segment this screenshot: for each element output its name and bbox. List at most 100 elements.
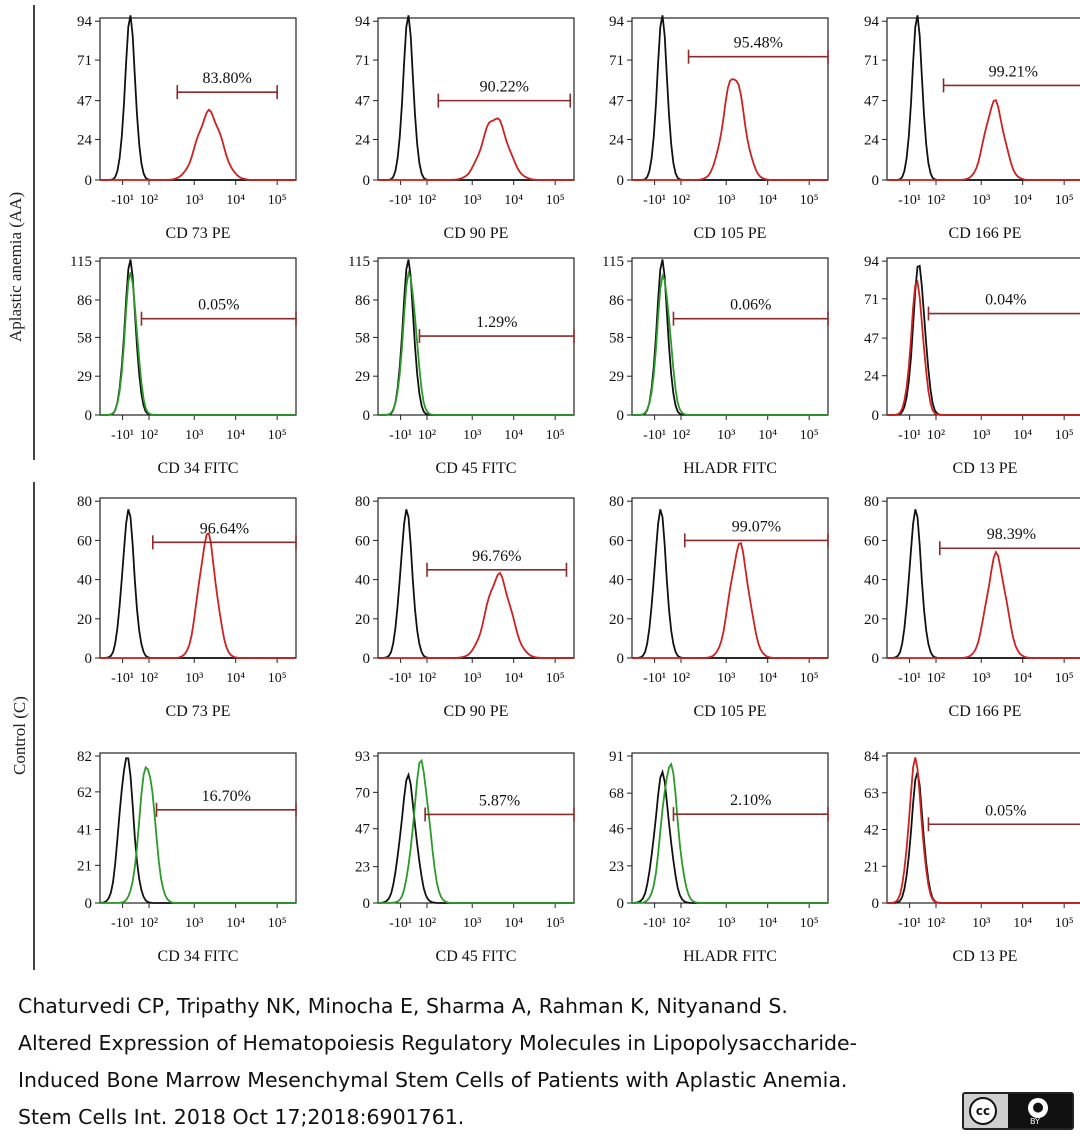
y-tick-label: 29 (77, 369, 92, 385)
x-tick-label: 10³ (463, 193, 481, 208)
x-tick-label: 10³ (185, 671, 203, 686)
cc-by-license-badge[interactable]: cc ● BY (962, 1092, 1074, 1130)
x-tick-label: 10² (418, 671, 436, 686)
marker-histogram-line (632, 541, 828, 659)
y-tick-label: 42 (864, 823, 879, 839)
x-tick-label: 10⁴ (758, 916, 777, 931)
x-tick-label: 10⁵ (800, 916, 819, 931)
y-tick-label: 47 (864, 331, 880, 347)
gate-percentage-label: 95.48% (734, 35, 783, 52)
x-tick-label: 10⁴ (1013, 193, 1032, 208)
x-axis-label: CD 73 PE (166, 225, 231, 242)
gate-percentage-label: 90.22% (480, 79, 529, 96)
aa-group-label: Aplastic anemia (AA) (6, 191, 25, 342)
marker-histogram-line (887, 757, 1080, 904)
marker-histogram-line (100, 532, 296, 659)
x-tick-label: 10³ (717, 428, 735, 443)
x-tick-label: 10³ (463, 428, 481, 443)
x-axis-label: CD 90 PE (444, 225, 509, 242)
y-tick-label: 0 (872, 408, 880, 424)
histogram-panel: 0 24 47 71 94 -10¹ 10² 10³ 10⁴ 10⁵ CD 73 PE 83.80% (77, 14, 297, 242)
x-tick-label: 10⁵ (546, 916, 565, 931)
isotype-histogram-line (100, 259, 296, 416)
x-tick-label: -10¹ (389, 193, 412, 208)
histogram-panel: 0 29 58 86 115 -10¹ 10² 10³ 10⁴ 10⁵ CD 45 FITC 1.29… (348, 254, 575, 477)
y-tick-label: 0 (617, 651, 625, 667)
y-tick-label: 0 (85, 173, 93, 189)
x-tick-label: 10² (927, 428, 945, 443)
histogram-panel: 0 21 41 62 82 -10¹ 10² 10³ 10⁴ 10⁵ CD 34 FITC 16.70… (77, 749, 297, 965)
x-tick-label: 10⁴ (504, 193, 523, 208)
x-tick-label: 10⁵ (1055, 671, 1074, 686)
x-axis-label: HLADR FITC (683, 948, 777, 965)
x-tick-label: 10⁴ (226, 671, 245, 686)
y-tick-label: 40 (77, 573, 92, 589)
citation-line: Chaturvedi CP, Tripathy NK, Minocha E, S… (18, 994, 788, 1018)
x-tick-label: 10³ (717, 193, 735, 208)
y-tick-label: 68 (609, 786, 624, 802)
x-axis-label: CD 166 PE (949, 703, 1022, 720)
y-tick-label: 60 (609, 533, 624, 549)
plot-frame (99, 752, 297, 904)
x-axis-label: CD 45 FITC (436, 460, 517, 477)
x-tick-label: -10¹ (643, 671, 666, 686)
x-axis-label: CD 13 PE (953, 460, 1018, 477)
y-tick-label: 20 (864, 612, 879, 628)
x-tick-label: 10² (418, 428, 436, 443)
x-tick-label: 10² (140, 428, 158, 443)
citation-line: Induced Bone Marrow Mesenchymal Stem Cel… (18, 1068, 848, 1092)
aa-group-divider (33, 5, 35, 460)
y-tick-label: 47 (609, 94, 625, 110)
isotype-histogram-line (887, 771, 1080, 904)
y-tick-label: 20 (609, 612, 624, 628)
y-tick-label: 80 (355, 494, 370, 510)
y-tick-label: 24 (609, 132, 625, 148)
y-tick-label: 80 (77, 494, 92, 510)
y-tick-label: 86 (77, 293, 93, 309)
x-tick-label: -10¹ (898, 916, 921, 931)
y-tick-label: 0 (872, 173, 880, 189)
x-tick-label: 10² (927, 916, 945, 931)
x-axis-label: HLADR FITC (683, 460, 777, 477)
x-tick-label: 10⁵ (1055, 428, 1074, 443)
gate-percentage-label: 0.05% (198, 297, 239, 314)
marker-histogram-line (887, 279, 1080, 416)
y-tick-label: 71 (864, 292, 879, 308)
x-tick-label: 10³ (185, 193, 203, 208)
histogram-panel: 0 21 42 63 84 -10¹ 10² 10³ 10⁴ 10⁵ CD 13 PE 0.05% (864, 749, 1080, 965)
gate-percentage-label: 98.39% (987, 526, 1036, 543)
control-group-label: Control (C) (10, 696, 29, 775)
gate-percentage-label: 0.05% (985, 802, 1026, 819)
y-tick-label: 58 (355, 330, 370, 346)
isotype-histogram-line (100, 15, 296, 181)
x-tick-label: -10¹ (111, 916, 134, 931)
gate-percentage-label: 2.10% (730, 792, 771, 809)
x-tick-label: 10⁵ (268, 428, 287, 443)
marker-histogram-line (632, 272, 828, 416)
y-tick-label: 40 (609, 573, 624, 589)
y-tick-label: 24 (864, 132, 880, 148)
y-tick-label: 0 (617, 408, 625, 424)
histogram-panel: 0 20 40 60 80 -10¹ 10² 10³ 10⁴ 10⁵ CD 73 PE 96.64% (77, 494, 297, 720)
x-tick-label: -10¹ (643, 193, 666, 208)
plot-frame (886, 497, 1080, 659)
x-tick-label: -10¹ (389, 916, 412, 931)
y-tick-label: 47 (355, 94, 371, 110)
y-tick-label: 40 (355, 573, 370, 589)
isotype-histogram-line (99, 757, 296, 904)
x-axis-label: CD 105 PE (694, 225, 767, 242)
y-tick-label: 84 (864, 749, 880, 765)
marker-histogram-line (632, 78, 828, 181)
x-tick-label: 10² (927, 671, 945, 686)
x-tick-label: 10⁵ (546, 671, 565, 686)
marker-histogram-line (100, 765, 296, 904)
y-tick-label: 94 (864, 254, 880, 270)
x-tick-label: 10⁴ (504, 671, 523, 686)
x-tick-label: 10⁵ (1055, 193, 1074, 208)
x-tick-label: 10⁴ (758, 428, 777, 443)
marker-histogram-line (100, 108, 296, 181)
plot-frame (99, 257, 297, 416)
y-tick-label: 24 (77, 132, 93, 148)
y-tick-label: 91 (609, 749, 624, 765)
y-tick-label: 60 (864, 533, 879, 549)
